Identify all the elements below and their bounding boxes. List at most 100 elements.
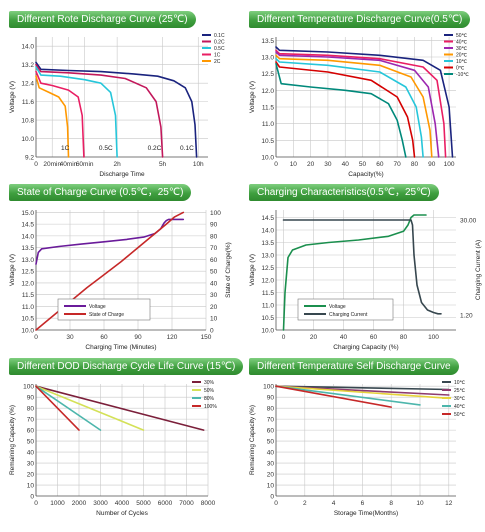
y2-tick-label: 0 [210,328,214,335]
legend-label: 10℃ [456,59,468,65]
series-line-100% [35,385,80,431]
x-tick-label: 0 [282,334,286,341]
y-tick-label: 11.5 [262,290,275,297]
y-tick-label: 14.5 [21,222,34,229]
legend-label: Charging Current [329,312,368,318]
y-tick-label: 14.5 [261,215,274,222]
series-line-10℃ [275,57,424,158]
self-discharge-chart: 0 10 20 30 40 50 60 70 80 90 100 0 2 4 6 8 10 12 Storage T… [249,380,466,517]
legend-label: 50℃ [456,33,468,39]
legend-label: 50% [204,388,215,394]
legend-label: -10℃ [456,72,469,78]
y-axis-label: Voltage (V) [9,81,16,113]
y-tick-label: 13.5 [21,245,34,252]
legend-label: Voltage [329,304,346,310]
x-tick-label: 80 [411,161,419,168]
series-line-0℃ [275,61,416,158]
temperature-discharge-chart: 10.0 10.5 11.0 11.5 12.0 12.5 13.0 13.5 0 10 20 30 4… [249,33,469,178]
x-tick-label: 10 [416,500,424,507]
y-tick-label: 15.0 [21,210,34,217]
y2-tick-label: 70 [210,245,218,252]
y2-tick-label: 30 [210,292,218,299]
y-tick-label: 12.0 [261,88,274,95]
series-line-40℃ [275,49,447,158]
x-axis-label: Discharge Time [99,171,145,178]
series-line-50% [35,385,145,431]
chart-panel-temperature-discharge: Different Temperature Discharge Curve(0.… [246,9,481,181]
y-tick-label: 10.0 [21,136,34,143]
chart-panel-charging-characteristics: Charging Characteristics(0.5℃，25℃) 10.0 1… [246,182,482,354]
x-tick-label: 90 [134,334,142,341]
x-tick-label: 10 [290,161,298,168]
legend-label: 50℃ [454,412,466,418]
y-tick-label: 10 [27,483,35,490]
y-tick-label: 100 [263,384,274,391]
series-line-20℃ [275,54,433,158]
x-tick-label: 90 [428,161,436,168]
y-tick-label: 13.0 [261,253,274,260]
series-line-30℃ [275,385,450,400]
x-tick-label: 20 [307,161,315,168]
series-line-50℃ [275,46,454,158]
y-axis-label: Voltage (V) [249,81,256,113]
y2-tick-label: 80 [210,233,218,240]
legend-label: 30℃ [454,396,466,402]
x-tick-label: 2h [114,161,122,168]
y-tick-label: 40 [267,450,275,457]
y-tick-label: 13.2 [21,62,34,69]
x-tick-label: 2 [303,500,307,507]
x-tick-label: 0 [274,500,278,507]
x-axis-label: Storage Time(Months) [334,510,398,517]
y2-tick-label: 50 [210,269,218,276]
y2-tick-label: 40 [210,280,218,287]
y-tick-label: 12.5 [21,269,34,276]
data-annotation: 0.5C [99,145,113,152]
chart-title: Different Temperature Discharge Curve(0.… [249,11,471,28]
y2-tick-label: 10 [210,316,218,323]
y-tick-label: 40 [27,450,35,457]
y2-tick-label: 90 [210,222,218,229]
legend-label: 40℃ [456,40,468,46]
x-axis-label: Number of Cycles [96,510,148,517]
series-line-30℃ [275,51,440,158]
y2-tick-label: 20 [210,304,218,311]
chart-panel-dod-cycle-life: Different DOD Discharge Cycle Life Curve… [6,356,244,528]
y-tick-label: 13.5 [261,240,274,247]
y-tick-label: 12.4 [21,81,34,88]
chart-title: Different DOD Discharge Cycle Life Curve… [9,358,244,375]
series-line-Charging Current [282,219,442,315]
y-tick-label: 10.0 [21,328,34,335]
y-tick-label: 70 [27,417,35,424]
x-tick-label: 0 [34,500,38,507]
legend-label: 80% [204,396,215,402]
series-line-0.1C [35,61,198,158]
x-tick-label: 6000 [158,500,173,507]
x-tick-label: 3000 [93,500,108,507]
x-tick-label: 70 [394,161,402,168]
y-tick-label: 90 [267,395,275,402]
chart-panel-state-of-charge: State of Charge Curve (0.5℃，25℃) 10.0 10.… [6,182,241,354]
x-tick-label: 12 [445,500,453,507]
series-line-Voltage [35,218,185,265]
y-tick-label: 12.5 [261,71,274,78]
chart-title: State of Charge Curve (0.5℃，25℃) [9,184,192,201]
chart-title: Different Temperature Self Discharge Cur… [249,358,459,375]
x-tick-label: 5000 [136,500,151,507]
x-tick-label: 40min [60,161,78,168]
x-tick-label: 4 [332,500,336,507]
series-line-1C [35,70,85,158]
legend-label: 0.2C [214,40,225,46]
y2-tick-label: 60 [210,257,218,264]
y-tick-label: 13.0 [21,257,34,264]
legend-label: 25℃ [454,388,466,394]
x-tick-label: 20min [43,161,61,168]
y-axis-label: Voltage (V) [9,254,16,286]
x-tick-label: 40 [342,161,350,168]
y-tick-label: 11.0 [262,303,275,310]
x-tick-label: 100 [428,334,439,341]
x-tick-label: 40 [340,334,348,341]
y-tick-label: 0 [270,494,274,501]
x-tick-label: 0 [34,334,38,341]
y-tick-label: 70 [267,417,275,424]
x-tick-label: 2000 [72,500,87,507]
